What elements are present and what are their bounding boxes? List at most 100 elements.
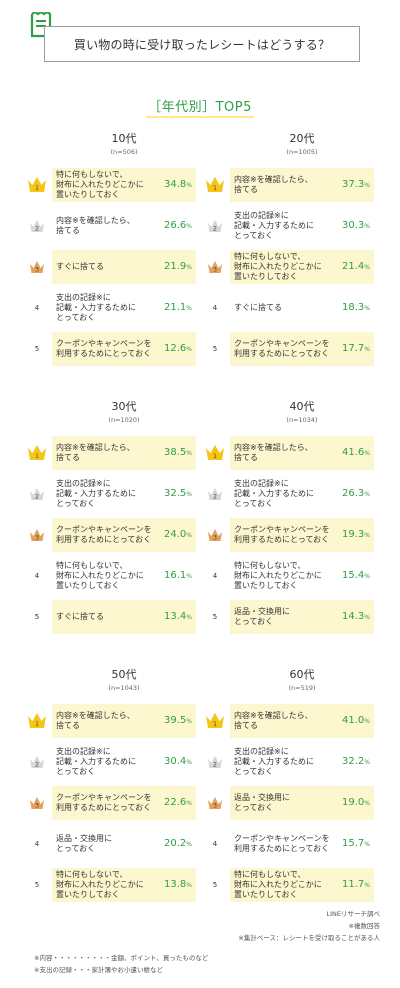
ranking-bar: 特に何もしないで、 財布に入れたりどこかに 置いたりしておく 16.1% xyxy=(52,559,196,593)
ranking-bar: すぐに捨てる 21.9% xyxy=(52,250,196,284)
percentage-value: 32.5 xyxy=(164,488,187,499)
percentage-value: 19.0 xyxy=(342,797,365,808)
ranking-bar: 返品・交換用に とっておく 20.2% xyxy=(52,827,196,861)
percentage-unit: % xyxy=(186,532,192,539)
ranking-bar: クーポンやキャンペーンを 利用するためにとっておく 15.7% xyxy=(230,827,374,861)
percentage-value: 16.1 xyxy=(164,570,187,581)
ranking-bar: クーポンやキャンペーンを 利用するためにとっておく 19.3% xyxy=(230,518,374,552)
ranking-row: 5 すぐに捨てる 13.4% xyxy=(26,600,196,634)
rank-number: 5 xyxy=(212,613,218,621)
answer-label: クーポンやキャンペーンを 利用するためにとっておく xyxy=(234,834,330,853)
percentage-value: 30.4 xyxy=(164,756,187,767)
ranking-row: 2 支出の記録※に 記載・入力するために とっておく 30.4% xyxy=(26,745,196,779)
sample-size-label: (n=1005) xyxy=(286,148,318,156)
crown-icon: 1 xyxy=(28,177,46,192)
percentage-unit: % xyxy=(364,882,370,889)
crown-icon: 3 xyxy=(30,797,44,810)
age-group-header: 60代 (n=519) xyxy=(230,666,374,692)
percentage-unit: % xyxy=(186,223,192,230)
crown-icon: 3 xyxy=(208,261,222,274)
age-label: 60代 xyxy=(289,668,315,681)
answer-label: 支出の記録※に 記載・入力するために とっておく xyxy=(56,479,136,508)
percentage-label: 24.0% xyxy=(152,518,192,552)
ranking-bar: 支出の記録※に 記載・入力するために とっておく 21.1% xyxy=(52,291,196,325)
age-label: 10代 xyxy=(111,132,137,145)
ranking-bar: 特に何もしないで、 財布に入れたりどこかに 置いたりしておく 13.8% xyxy=(52,868,196,902)
answer-label: 支出の記録※に 記載・入力するために とっておく xyxy=(56,747,136,776)
source-note: LINEリサーチ調べ xyxy=(326,910,380,918)
percentage-value: 41.6 xyxy=(342,447,365,458)
percentage-unit: % xyxy=(364,346,370,353)
percentage-value: 13.4 xyxy=(164,611,187,622)
answer-label: 支出の記録※に 記載・入力するために とっておく xyxy=(234,479,314,508)
age-group-header: 30代 (n=1020) xyxy=(52,398,196,424)
percentage-label: 34.8% xyxy=(152,168,192,202)
percentage-value: 32.2 xyxy=(342,756,365,767)
rank-number: 4 xyxy=(212,572,218,580)
answer-label: 特に何もしないで、 財布に入れたりどこかに 置いたりしておく xyxy=(56,170,144,199)
percentage-unit: % xyxy=(186,450,192,457)
ranking-row: 2 支出の記録※に 記載・入力するために とっておく 32.2% xyxy=(204,745,374,779)
percentage-value: 38.5 xyxy=(164,447,187,458)
percentage-value: 22.6 xyxy=(164,797,187,808)
ranking-row: 5 返品・交換用に とっておく 14.3% xyxy=(204,600,374,634)
ranking-bar: 返品・交換用に とっておく 14.3% xyxy=(230,600,374,634)
ranking-bar: 内容※を確認したら、 捨てる 41.6% xyxy=(230,436,374,470)
age-group-header: 50代 (n=1043) xyxy=(52,666,196,692)
section-title-text: ［年代別］TOP5 xyxy=(146,100,254,118)
ranking-row: 1 内容※を確認したら、 捨てる 39.5% xyxy=(26,704,196,738)
crown-icon: 1 xyxy=(28,445,46,460)
crown-icon: 2 xyxy=(30,220,44,233)
percentage-unit: % xyxy=(186,182,192,189)
page-title: 買い物の時に受け取ったレシートはどうする？ xyxy=(73,37,331,52)
percentage-label: 38.5% xyxy=(152,436,192,470)
crown-icon: 2 xyxy=(208,488,222,501)
ranking-row: 1 内容※を確認したら、 捨てる 41.0% xyxy=(204,704,374,738)
percentage-label: 22.6% xyxy=(152,786,192,820)
percentage-value: 26.6 xyxy=(164,220,187,231)
answer-label: 特に何もしないで、 財布に入れたりどこかに 置いたりしておく xyxy=(234,561,322,590)
crown-rank-number: 3 xyxy=(35,803,39,810)
ranking-bar: 特に何もしないで、 財布に入れたりどこかに 置いたりしておく 15.4% xyxy=(230,559,374,593)
ranking-bar: クーポンやキャンペーンを 利用するためにとっておく 24.0% xyxy=(52,518,196,552)
percentage-unit: % xyxy=(364,264,370,271)
percentage-value: 20.2 xyxy=(164,838,187,849)
answer-label: 返品・交換用に とっておく xyxy=(234,793,290,812)
percentage-label: 41.0% xyxy=(330,704,370,738)
percentage-value: 26.3 xyxy=(342,488,365,499)
ranking-bar: すぐに捨てる 18.3% xyxy=(230,291,374,325)
ranking-bar: 内容※を確認したら、 捨てる 26.6% xyxy=(52,209,196,243)
percentage-value: 13.8 xyxy=(164,879,187,890)
answer-label: 内容※を確認したら、 捨てる xyxy=(234,711,313,730)
footer-notes-right: LINEリサーチ調べ ※複数回答 ※集計ベース：レシートを受け取ることがある人 xyxy=(238,908,380,944)
ranking-row: 1 内容※を確認したら、 捨てる 41.6% xyxy=(204,436,374,470)
ranking-bar: 支出の記録※に 記載・入力するために とっておく 32.2% xyxy=(230,745,374,779)
ranking-row: 4 特に何もしないで、 財布に入れたりどこかに 置いたりしておく 15.4% xyxy=(204,559,374,593)
crown-rank-number: 2 xyxy=(213,226,217,233)
age-group: 40代 (n=1034) 1 内容※を確認したら、 捨てる 41.6% 2 支出の記録※に … xyxy=(204,398,374,638)
percentage-unit: % xyxy=(364,223,370,230)
percentage-value: 15.4 xyxy=(342,570,365,581)
age-group: 50代 (n=1043) 1 内容※を確認したら、 捨てる 39.5% 2 支出の記録※に … xyxy=(26,666,196,906)
age-label: 40代 xyxy=(289,400,315,413)
percentage-label: 19.3% xyxy=(330,518,370,552)
rank-number: 5 xyxy=(212,881,218,889)
percentage-value: 34.8 xyxy=(164,179,187,190)
answer-label: 返品・交換用に とっておく xyxy=(56,834,112,853)
crown-icon: 3 xyxy=(30,529,44,542)
percentage-unit: % xyxy=(186,614,192,621)
ranking-bar: すぐに捨てる 13.4% xyxy=(52,600,196,634)
percentage-label: 15.7% xyxy=(330,827,370,861)
percentage-value: 18.3 xyxy=(342,302,365,313)
ranking-bar: 支出の記録※に 記載・入力するために とっておく 30.4% xyxy=(52,745,196,779)
percentage-label: 39.5% xyxy=(152,704,192,738)
section-title: ［年代別］TOP5 xyxy=(0,96,400,118)
ranking-row: 5 クーポンやキャンペーンを 利用するためにとっておく 17.7% xyxy=(204,332,374,366)
percentage-unit: % xyxy=(364,800,370,807)
ranking-row: 5 特に何もしないで、 財布に入れたりどこかに 置いたりしておく 11.7% xyxy=(204,868,374,902)
answer-label: 支出の記録※に 記載・入力するために とっておく xyxy=(56,293,136,322)
ranking-bar: 返品・交換用に とっておく 19.0% xyxy=(230,786,374,820)
percentage-label: 41.6% xyxy=(330,436,370,470)
ranking-row: 5 クーポンやキャンペーンを 利用するためにとっておく 12.6% xyxy=(26,332,196,366)
crown-rank-number: 3 xyxy=(35,267,39,274)
